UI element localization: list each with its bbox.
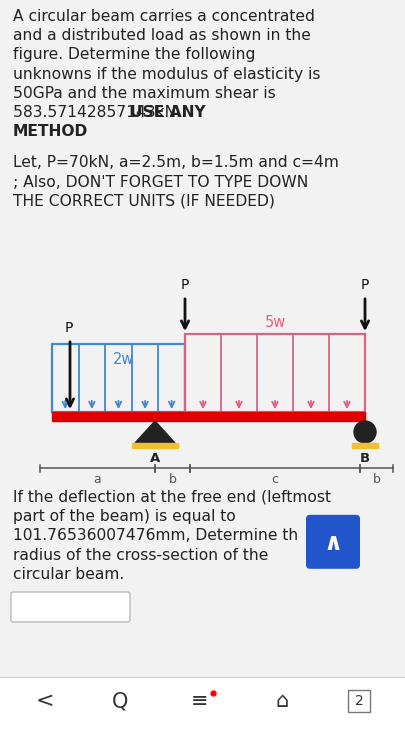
Polygon shape <box>135 421 175 443</box>
Text: part of the beam) is equal to: part of the beam) is equal to <box>13 509 236 524</box>
Text: Let, P=70kN, a=2.5m, b=1.5m and c=4m: Let, P=70kN, a=2.5m, b=1.5m and c=4m <box>13 155 339 171</box>
Text: METHOD: METHOD <box>13 124 88 139</box>
FancyBboxPatch shape <box>306 515 360 569</box>
Bar <box>132 443 178 448</box>
Text: 50GPa and the maximum shear is: 50GPa and the maximum shear is <box>13 86 276 101</box>
Text: b: b <box>373 473 380 486</box>
Text: radius of the cross-section of the: radius of the cross-section of the <box>13 547 269 563</box>
Text: and a distributed load as shown in the: and a distributed load as shown in the <box>13 28 311 43</box>
Text: P: P <box>65 321 73 335</box>
Bar <box>0 677 405 729</box>
Text: P: P <box>181 278 189 292</box>
Text: THE CORRECT UNITS (IF NEEDED): THE CORRECT UNITS (IF NEEDED) <box>13 194 275 208</box>
Text: figure. Determine the following: figure. Determine the following <box>13 47 256 63</box>
Bar <box>52 344 185 412</box>
Text: ⌂: ⌂ <box>275 691 289 711</box>
Text: If the deflection at the free end (leftmost: If the deflection at the free end (leftm… <box>13 490 331 505</box>
Bar <box>348 690 370 712</box>
Text: 5w: 5w <box>264 315 286 330</box>
Text: b: b <box>168 473 177 486</box>
Text: 583.57142857143kN.: 583.57142857143kN. <box>13 105 186 120</box>
Text: 101.76536007476mm, Determine th: 101.76536007476mm, Determine th <box>13 529 298 543</box>
Text: B: B <box>360 452 370 465</box>
Text: P: P <box>361 278 369 292</box>
Text: <: < <box>36 691 54 711</box>
FancyBboxPatch shape <box>11 592 130 622</box>
Text: ∧: ∧ <box>324 531 343 555</box>
Bar <box>52 412 365 421</box>
Text: ; Also, DON'T FORGET TO TYPE DOWN: ; Also, DON'T FORGET TO TYPE DOWN <box>13 175 308 190</box>
Text: unknowns if the modulus of elasticity is: unknowns if the modulus of elasticity is <box>13 66 320 82</box>
Bar <box>352 443 378 448</box>
Text: A: A <box>150 452 160 465</box>
Text: a: a <box>94 473 101 486</box>
Circle shape <box>354 421 376 443</box>
Text: A circular beam carries a concentrated: A circular beam carries a concentrated <box>13 9 315 24</box>
Bar <box>185 334 365 412</box>
Text: 2: 2 <box>355 694 363 708</box>
Text: Q: Q <box>112 691 128 711</box>
Text: c: c <box>271 473 279 486</box>
Text: circular beam.: circular beam. <box>13 567 124 582</box>
Text: USE ANY: USE ANY <box>130 105 205 120</box>
Text: ≡: ≡ <box>191 691 209 711</box>
Text: 2w: 2w <box>113 352 134 367</box>
